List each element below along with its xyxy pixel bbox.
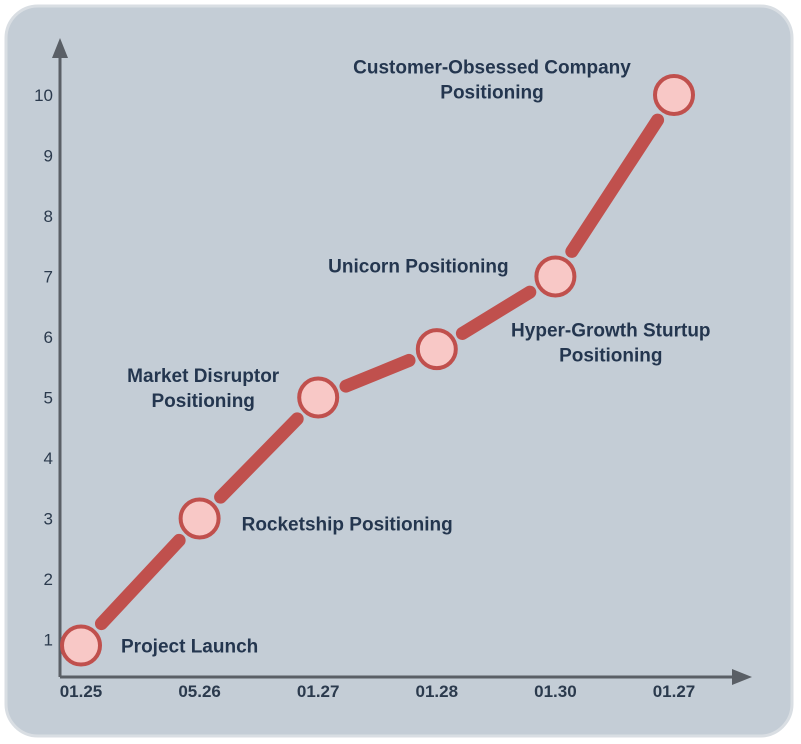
data-point-marker [534, 255, 577, 298]
y-tick-label: 1 [44, 631, 53, 650]
data-point-label: Hyper-Growth Sturtup Positioning [511, 321, 711, 367]
data-point-label: Customer-Obsessed Company Positioning [353, 58, 631, 104]
x-tick-label: 05.26 [178, 682, 221, 701]
y-tick-label: 4 [44, 449, 53, 468]
y-axis [52, 38, 68, 677]
y-tick-label: 8 [44, 207, 53, 226]
y-tick-label: 6 [44, 328, 53, 347]
line-segment [565, 113, 665, 258]
y-tick-label: 7 [44, 268, 53, 287]
data-point-label: Rocketship Positioning [242, 515, 453, 536]
y-axis-arrow [52, 38, 68, 58]
x-tick-label: 01.30 [534, 682, 577, 701]
y-tick-label: 9 [44, 147, 53, 166]
x-tick-label: 01.25 [60, 682, 103, 701]
y-tick-labels: 1 2 3 4 5 6 7 8 9 10 [34, 86, 53, 650]
data-point-label: Unicorn Positioning [328, 257, 509, 278]
x-tick-label: 01.27 [653, 682, 696, 701]
y-tick-label: 2 [44, 570, 53, 589]
data-point-marker [415, 328, 458, 371]
y-tick-label: 3 [44, 510, 53, 529]
y-tick-label: 10 [34, 86, 53, 105]
data-point-marker [178, 497, 221, 540]
data-markers [60, 74, 695, 667]
line-series [94, 113, 665, 631]
line-segment [455, 285, 537, 340]
x-axis [60, 669, 752, 685]
x-tick-label: 01.27 [297, 682, 340, 701]
y-tick-label: 5 [44, 389, 53, 408]
line-segment [339, 353, 416, 393]
data-point-label: Project Launch [121, 637, 258, 658]
x-axis-arrow [732, 669, 752, 685]
x-tick-labels: 01.25 05.26 01.27 01.28 01.30 01.27 [60, 682, 696, 701]
data-point-marker [653, 74, 695, 116]
point-labels: Project Launch Rocketship Positioning Mark… [121, 58, 711, 658]
data-point-marker [297, 376, 340, 419]
line-segment [94, 533, 186, 631]
data-point-label: Market Disruptor Positioning [127, 366, 280, 412]
data-point-marker [60, 624, 102, 667]
line-segment [214, 412, 304, 504]
x-tick-label: 01.28 [416, 682, 459, 701]
